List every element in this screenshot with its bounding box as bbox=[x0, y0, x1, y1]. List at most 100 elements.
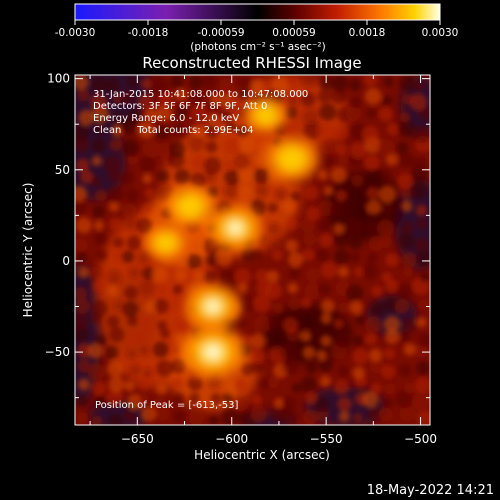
heatmap-speckle-cell bbox=[273, 397, 285, 409]
heatmap-speckle-cell bbox=[207, 112, 219, 124]
heatmap-speckle-cell bbox=[382, 397, 394, 409]
heatmap-speckle-cell bbox=[121, 250, 135, 264]
heatmap-speckle-cell bbox=[378, 107, 393, 122]
chart-title: Reconstructed RHESSI Image bbox=[142, 54, 361, 72]
heatmap-speckle-cell bbox=[396, 282, 414, 300]
heatmap-speckle-cell bbox=[368, 236, 384, 252]
heatmap-speckle-cell bbox=[371, 285, 383, 298]
heatmap-speckle-cell bbox=[303, 185, 319, 201]
colorbar-tick-label: -0.0018 bbox=[128, 27, 169, 39]
heatmap-speckle-cell bbox=[318, 199, 335, 217]
heatmap-speckle-cell bbox=[319, 375, 332, 388]
heatmap-speckle-cell bbox=[314, 396, 330, 413]
heatmap-speckle-cell bbox=[124, 285, 138, 300]
heatmap-speckle-cell bbox=[87, 342, 104, 359]
heatmap-speckle-cell bbox=[370, 382, 382, 395]
heatmap-speckle-cell bbox=[234, 268, 251, 285]
heatmap-speckle-cell bbox=[369, 301, 385, 317]
heatmap-speckle-cell bbox=[348, 251, 361, 264]
heatmap-speckle-cell bbox=[108, 413, 124, 425]
bright-source-peak bbox=[204, 345, 221, 360]
colorbar-tick-label: 0.0018 bbox=[349, 27, 386, 39]
heatmap-speckle-cell bbox=[209, 94, 220, 105]
colorbar-tick-label: -0.0030 bbox=[55, 27, 96, 39]
heatmap-speckle-cell bbox=[286, 75, 297, 86]
heatmap-speckle-cell bbox=[108, 169, 122, 183]
heatmap-speckle-cell bbox=[394, 299, 410, 314]
heatmap-speckle-cell bbox=[222, 392, 234, 404]
heatmap-speckle-cell bbox=[168, 141, 186, 158]
heatmap-speckle-cell bbox=[220, 269, 236, 285]
heatmap-speckle-cell bbox=[122, 203, 137, 218]
heatmap-speckle-cell bbox=[189, 75, 203, 90]
heatmap-speckle-cell bbox=[251, 249, 263, 261]
colorbar-tick-label: -0.00059 bbox=[197, 27, 244, 39]
heatmap-speckle-cell bbox=[142, 367, 154, 379]
heatmap-speckle-cell bbox=[191, 239, 204, 252]
heatmap-speckle-cell bbox=[201, 75, 218, 89]
heatmap-speckle-cell bbox=[76, 251, 88, 263]
heatmap-speckle-cell bbox=[95, 249, 108, 261]
heatmap-speckle-cell bbox=[123, 409, 136, 423]
heatmap-speckle-cell bbox=[188, 409, 205, 425]
heatmap-speckle-cell bbox=[378, 185, 397, 204]
heatmap-speckle-cell bbox=[300, 297, 312, 309]
heatmap-speckle-cell bbox=[187, 376, 203, 391]
heatmap-speckle-cell bbox=[77, 395, 88, 407]
heatmap-speckle-cell bbox=[384, 383, 396, 395]
heatmap-speckle-cell bbox=[138, 156, 156, 173]
heatmap-speckle-cell bbox=[188, 135, 205, 153]
heatmap-speckle-cell bbox=[113, 300, 125, 311]
colorbar-unit-label: (photons cm⁻² s⁻¹ asec⁻²) bbox=[190, 41, 325, 53]
heatmap-speckle-cell bbox=[320, 312, 332, 324]
heatmap-speckle-cell bbox=[176, 106, 188, 118]
heatmap-speckle-cell bbox=[418, 332, 430, 348]
heatmap-speckle-cell bbox=[222, 159, 235, 172]
heatmap-speckle-cell bbox=[300, 314, 316, 329]
colorbar-tick-label: 0.00059 bbox=[272, 27, 315, 39]
heatmap-speckle-cell bbox=[414, 344, 428, 358]
heatmap-speckle-cell bbox=[381, 364, 396, 379]
heatmap-speckle-cell bbox=[152, 397, 168, 413]
heatmap-speckle-cell bbox=[92, 415, 103, 425]
heatmap-speckle-cell bbox=[144, 300, 158, 314]
heatmap-speckle-cell bbox=[139, 279, 156, 296]
heatmap-speckle-cell bbox=[111, 249, 125, 262]
heatmap-speckle-cell bbox=[205, 253, 219, 266]
heatmap-speckle-cell bbox=[397, 119, 415, 138]
heatmap-speckle-cell bbox=[140, 406, 157, 422]
heatmap-speckle-cell bbox=[352, 412, 364, 423]
heatmap-speckle-cell bbox=[285, 94, 299, 108]
heatmap-speckle-cell bbox=[137, 93, 153, 109]
heatmap-speckle-cell bbox=[127, 315, 138, 327]
heatmap-speckle-cell bbox=[323, 185, 334, 196]
heatmap-speckle-cell bbox=[250, 78, 264, 92]
heatmap-speckle-cell bbox=[376, 219, 395, 237]
heatmap-speckle-cell bbox=[124, 216, 139, 231]
heatmap-speckle-cell bbox=[151, 76, 170, 95]
heatmap-speckle-cell bbox=[365, 107, 377, 119]
heatmap-speckle-cell bbox=[345, 105, 362, 122]
heatmap-speckle-cell bbox=[282, 317, 299, 333]
heatmap-speckle-cell bbox=[250, 406, 268, 423]
heatmap-speckle-cell bbox=[141, 203, 152, 214]
heatmap-speckle-cell bbox=[300, 91, 316, 107]
heatmap-speckle-cell bbox=[233, 153, 250, 170]
heatmap-speckle-cell bbox=[173, 332, 184, 343]
heatmap-speckle-cell bbox=[237, 77, 253, 92]
heatmap-speckle-cell bbox=[108, 201, 120, 212]
heatmap-speckle-cell bbox=[219, 78, 236, 94]
heatmap-speckle-cell bbox=[333, 222, 345, 235]
heatmap-speckle-cell bbox=[120, 89, 136, 105]
annotation-block: 31-Jan-2015 10:41:08.000 to 10:47:08.000… bbox=[93, 89, 308, 136]
heatmap-speckle-cell bbox=[75, 217, 92, 234]
heatmap-speckle-cell bbox=[387, 123, 400, 136]
heatmap-speckle-cell bbox=[338, 410, 350, 422]
heatmap-speckle-cell bbox=[411, 157, 429, 174]
heatmap-speckle-cell bbox=[320, 261, 338, 279]
heatmap-speckle-cell bbox=[381, 95, 393, 107]
heatmap-speckle-cell bbox=[91, 155, 102, 167]
heatmap-speckle-cell bbox=[351, 174, 364, 187]
heatmap-speckle-cell bbox=[377, 139, 395, 158]
